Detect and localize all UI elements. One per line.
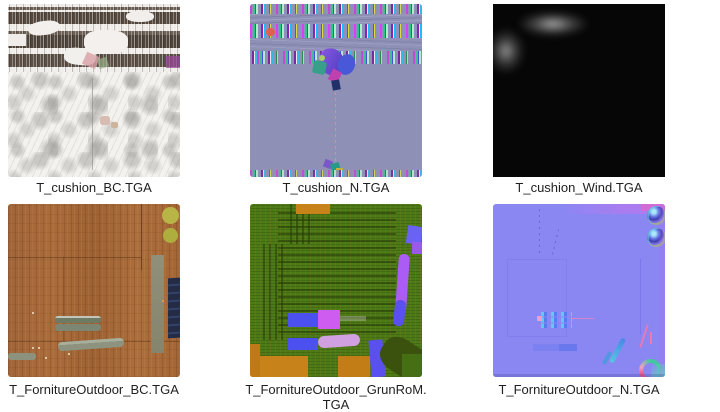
texture-art-layer [168,277,180,339]
texture-art-layer [340,316,366,321]
thumbnail-t-cushion-wind[interactable] [493,4,665,177]
texture-art-layer [151,255,164,353]
texture-art-layer [318,310,340,329]
texture-art-layer [38,347,40,349]
thumbnail-t-fornitureoutdoor-grunrom[interactable] [250,204,422,377]
texture-art-layer [263,244,285,340]
thumbnail-t-fornitureoutdoor-n[interactable] [493,204,665,377]
texture-art-layer [55,324,101,331]
texture-art-layer [288,313,318,327]
texture-art-layer [650,332,652,344]
texture-art-layer [250,356,308,377]
texture-art-layer [166,56,180,68]
file-name-text: T_cushion_BC.TGA [36,180,152,195]
texture-art-layer [8,257,142,258]
file-name-text: T_cushion_Wind.TGA [515,180,643,195]
texture-art-layer [493,374,665,377]
texture-art-layer [319,55,325,61]
texture-art-layer [640,259,641,335]
file-label-t-fornitureoutdoor-n[interactable]: T_FornitureOutdoor_N.TGA [464,382,694,397]
file-name-text: T_cushion_N.TGA [282,180,390,195]
texture-art-layer [331,79,341,91]
file-label-t-fornitureoutdoor-bc[interactable]: T_FornitureOutdoor_BC.TGA [0,382,209,397]
texture-art-layer [8,34,26,46]
file-label-t-cushion-n[interactable]: T_cushion_N.TGA [221,180,451,195]
thumbnail-t-fornitureoutdoor-bc[interactable] [8,204,180,377]
texture-art-layer [162,207,179,224]
texture-art-layer [162,300,164,302]
texture-art-layer [250,14,422,24]
bolt-bump-art [647,228,665,247]
thumbnail-t-cushion-bc[interactable] [8,4,180,177]
glitch-band-art [250,170,422,177]
texture-art-layer [32,312,34,314]
wind-mask-blob [493,28,525,74]
texture-art-layer [541,312,572,328]
texture-art-layer [100,116,110,125]
texture-art-layer [288,338,318,350]
texture-art-layer [412,242,422,254]
texture-art-layer [250,344,260,377]
texture-art-layer [8,72,180,177]
texture-art-layer [539,209,540,255]
texture-art-layer [250,38,422,51]
texture-art-layer [533,344,577,351]
texture-art-layer [608,337,627,364]
texture-art-layer [572,318,594,319]
texture-art-layer [57,337,125,352]
texture-art-layer [111,122,118,128]
thumbnail-t-cushion-n[interactable] [250,4,422,177]
file-label-t-fornitureoutdoor-grunrom[interactable]: T_FornitureOutdoor_GrunRoM. TGA [221,382,451,412]
texture-art-layer [402,354,422,377]
texture-art-layer [92,78,93,170]
texture-art-layer [8,353,36,360]
texture-art-layer [290,204,312,244]
texture-art-layer [551,229,560,255]
texture-art-layer [659,204,665,377]
texture-art-layer [45,357,47,359]
file-label-t-cushion-wind[interactable]: T_cushion_Wind.TGA [464,180,694,195]
texture-art-layer [559,344,577,351]
glitch-band-art [250,24,422,38]
wind-mask-blob [517,12,589,36]
texture-art-layer [32,347,34,349]
texture-art-layer [296,204,330,214]
glitch-band-art [250,4,422,14]
texture-art-layer [266,28,275,36]
file-label-t-cushion-bc[interactable]: T_cushion_BC.TGA [0,180,209,195]
texture-art-layer [141,204,142,270]
texture-art-layer [126,11,154,22]
texture-art-layer [392,299,407,327]
texture-art-layer [163,228,178,243]
marble-texture-art [8,72,180,177]
texture-art-layer [338,356,370,377]
texture-art-layer [507,259,567,337]
file-name-text: T_FornitureOutdoor_BC.TGA [9,382,179,397]
texture-art-layer [317,333,361,349]
texture-art-layer [651,364,665,377]
file-name-text: T_FornitureOutdoor_N.TGA [498,382,660,397]
texture-art-layer [68,353,70,355]
texture-art-layer [55,316,101,323]
texture-art-layer [493,204,665,214]
bolt-bump-art [647,206,665,225]
file-name-text: T_FornitureOutdoor_GrunRoM. [245,382,427,397]
texture-art-layer [63,257,64,341]
texture-art-layer [335,92,336,162]
texture-art-layer [311,59,328,76]
texture-art-layer [537,316,542,321]
